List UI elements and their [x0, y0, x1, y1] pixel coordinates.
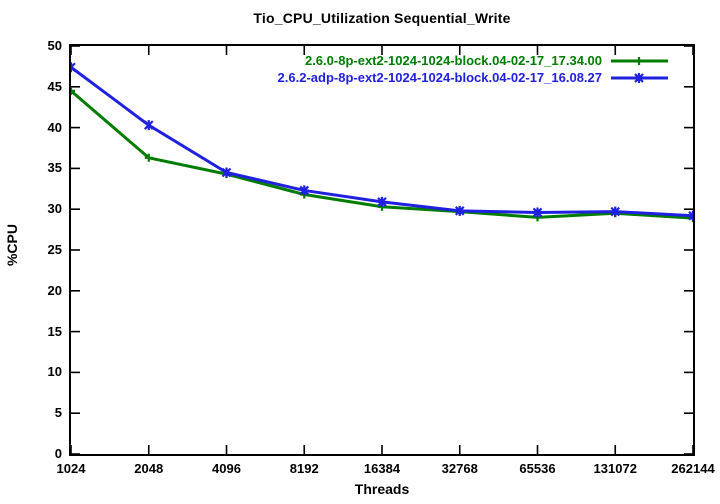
x-tick-label: 4096 — [212, 461, 241, 476]
plot-area — [69, 44, 695, 456]
chart-title: Tio_CPU_Utilization Sequential_Write — [253, 10, 511, 26]
legend-entry: 2.6.0-8p-ext2-1024-1024-block.04-02-17_1… — [305, 53, 668, 68]
cross-marker-icon — [454, 205, 465, 216]
cross-marker-icon — [143, 120, 154, 131]
cross-marker-icon — [71, 62, 76, 73]
y-tick-label: 0 — [54, 446, 62, 461]
y-tick-label: 25 — [47, 242, 62, 257]
legend-label-series-1: 2.6.2-adp-8p-ext2-1024-1024-block.04-02-… — [277, 70, 602, 85]
y-tick-label: 35 — [47, 160, 62, 176]
cross-marker-icon — [610, 206, 621, 217]
plot-canvas — [71, 46, 693, 454]
y-tick-label: 40 — [47, 119, 62, 135]
y-tick-label: 20 — [47, 282, 62, 298]
x-tick-label: 8192 — [289, 461, 319, 476]
cross-marker-icon — [532, 207, 543, 218]
x-axis-label: Threads — [354, 481, 410, 497]
cross-marker-icon — [221, 167, 232, 178]
x-tick-label: 2048 — [134, 461, 164, 476]
x-tick-label: 262144 — [671, 461, 715, 476]
legend-line-sample-icon — [611, 56, 668, 65]
plus-marker-icon — [635, 56, 643, 65]
cross-marker-icon — [377, 196, 387, 207]
legend-entry: 2.6.2-adp-8p-ext2-1024-1024-block.04-02-… — [278, 70, 668, 85]
x-tick-label: 1024 — [56, 461, 86, 476]
y-tick-label: 45 — [47, 78, 62, 94]
x-tick-label: 16384 — [363, 461, 401, 476]
x-tick-label: 32768 — [441, 461, 478, 476]
legend: 2.6.0-8p-ext2-1024-1024-block.04-02-17_1… — [278, 53, 668, 85]
x-tick-label: 65536 — [519, 461, 556, 476]
plus-marker-icon — [144, 153, 153, 162]
cross-marker-icon — [688, 210, 693, 221]
cross-marker-icon — [634, 72, 644, 83]
cross-marker-icon — [299, 185, 310, 196]
legend-label-series-0: 2.6.0-8p-ext2-1024-1024-block.04-02-17_1… — [304, 53, 602, 68]
y-tick-label: 10 — [47, 364, 62, 380]
x-tick-label: 131072 — [593, 461, 637, 476]
y-tick-label: 30 — [47, 201, 62, 217]
y-tick-label: 5 — [54, 405, 62, 421]
y-tick-label: 15 — [47, 323, 62, 339]
series-line-1 — [71, 66, 693, 218]
plus-marker-icon — [71, 86, 75, 95]
legend-line-sample-icon — [611, 72, 668, 83]
y-tick-label: 50 — [47, 38, 62, 53]
